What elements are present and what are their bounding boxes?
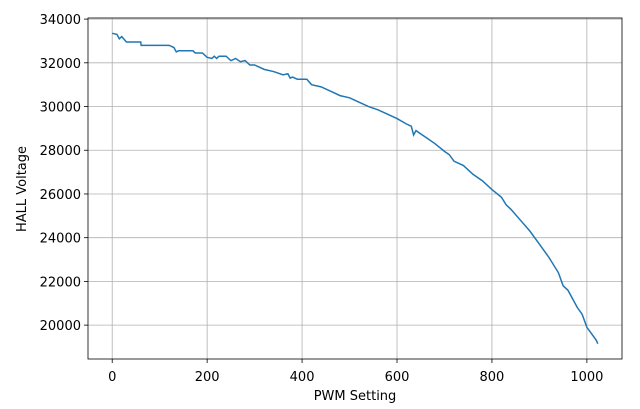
x-tick-label: 800 [480, 370, 505, 385]
y-tick-label: 20000 [40, 319, 81, 334]
y-tick-label: 22000 [40, 275, 81, 290]
x-tick-label: 400 [290, 370, 315, 385]
y-tick-label: 24000 [40, 232, 81, 247]
y-tick-label: 28000 [40, 144, 81, 159]
x-tick-label: 0 [108, 370, 116, 385]
plot-frame [87, 17, 623, 360]
y-tick-label: 30000 [40, 101, 81, 116]
y-tick-label: 26000 [40, 188, 81, 203]
x-axis-label: PWM Setting [314, 389, 397, 404]
y-tick-label: 32000 [40, 57, 81, 72]
x-tick-label: 200 [195, 370, 220, 385]
data-line [112, 32, 599, 344]
y-axis-label: HALL Voltage [15, 146, 30, 232]
y-tick-label: 34000 [40, 13, 81, 28]
x-tick-label: 600 [385, 370, 410, 385]
x-tick-label: 1000 [570, 370, 603, 385]
